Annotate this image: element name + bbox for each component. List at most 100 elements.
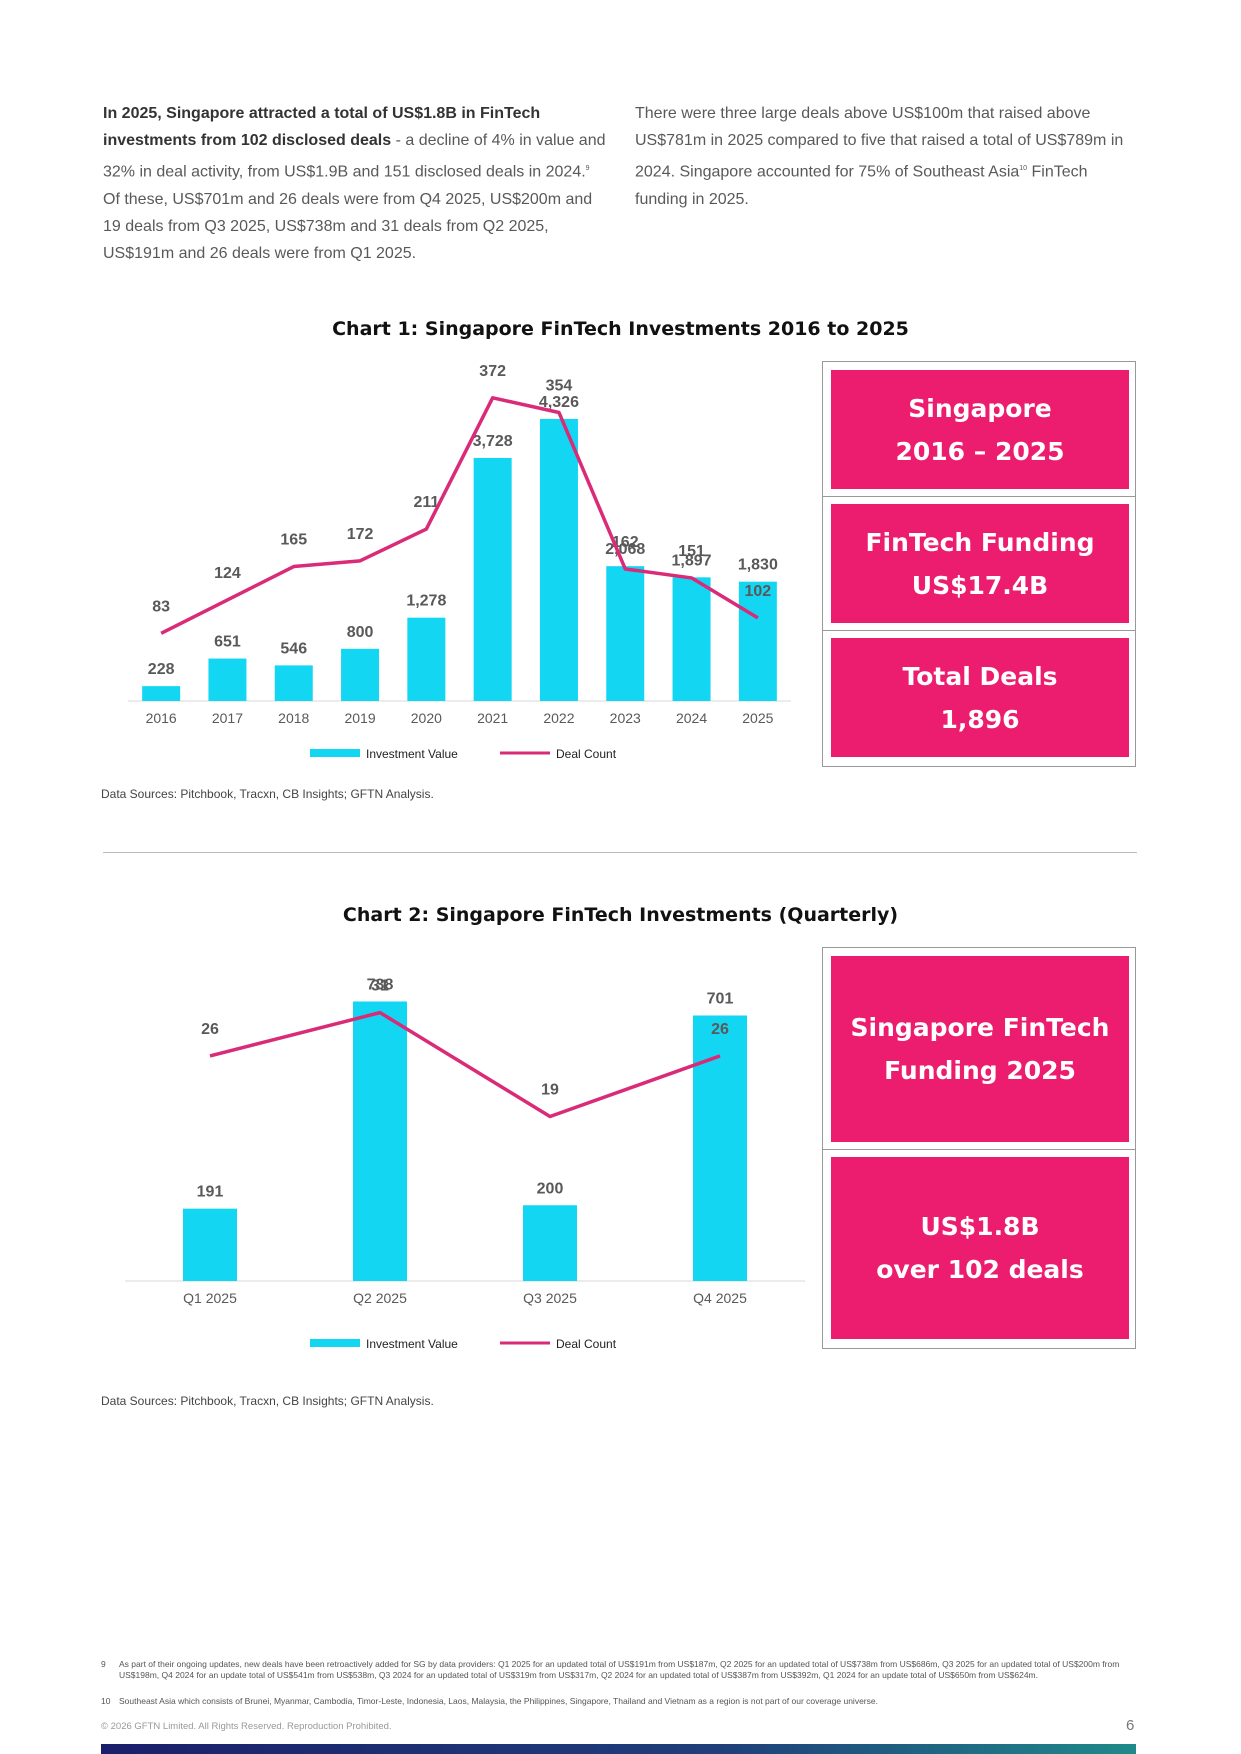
separator <box>823 1149 1135 1150</box>
intro-text: FinTech funding in 2025. <box>635 163 1088 208</box>
copyright: © 2026 GFTN Limited. All Rights Reserved… <box>101 1721 392 1732</box>
summary-line: 1,896 <box>940 704 1020 734</box>
data-label: 800 <box>347 624 374 641</box>
footnote-ref: 10 <box>1019 164 1028 172</box>
bar <box>738 581 777 701</box>
intro-left: In 2025, Singapore attracted a total of … <box>103 100 608 268</box>
data-label: 211 <box>413 494 439 511</box>
summary-line: over 102 deals <box>876 1255 1084 1284</box>
footnote: 9 As part of their ongoing updates, new d… <box>101 1659 1139 1680</box>
footnote-text: As part of their ongoing updates, new de… <box>119 1659 1120 1680</box>
data-label: 191 <box>197 1184 224 1201</box>
data-label: 200 <box>537 1180 564 1197</box>
data-label: 3,728 <box>473 433 513 450</box>
summary-line: FinTech Funding <box>865 527 1095 557</box>
data-label: 26 <box>201 1021 219 1038</box>
legend-swatch <box>310 1339 360 1347</box>
data-label: 172 <box>347 526 374 543</box>
summary-line: Total Deals <box>902 661 1058 691</box>
intro-bold: In 2025, Singapore attracted a total of … <box>103 105 541 150</box>
data-label: 738 <box>367 976 394 993</box>
data-label: 83 <box>152 598 170 615</box>
x-tick-label: Q1 2025 <box>183 1290 237 1306</box>
chart: Q1 2025 Q2 2025 Q3 2025 Q4 2025 191 738 200 701… <box>125 976 805 1351</box>
x-tick-label: 2023 <box>610 710 641 726</box>
page-number: 6 <box>1126 1717 1135 1734</box>
summary-line: Funding 2025 <box>884 1056 1076 1085</box>
summary-line: US$1.8B <box>920 1212 1040 1241</box>
summary-box: Singapore FinTech Funding 2025 <box>831 956 1129 1142</box>
x-tick-label: 2020 <box>411 710 442 726</box>
intro-text: - a decline of 4% in value and 32% in de… <box>103 132 606 181</box>
data-label: 19 <box>541 1082 559 1099</box>
intro-right: There were three large deals above US$10… <box>635 100 1140 213</box>
summary-line: 2016 – 2025 <box>895 436 1065 466</box>
separator <box>823 496 1135 497</box>
x-tick-label: 2018 <box>278 710 309 726</box>
data-label: 31 <box>371 978 389 995</box>
legend-swatch <box>310 749 360 757</box>
bar <box>183 1208 237 1281</box>
legend-label: Investment Value <box>366 747 458 761</box>
data-source: Data Sources: Pitchbook, Tracxn, CB Insi… <box>101 787 434 801</box>
x-tick-label: Q3 2025 <box>523 1290 577 1306</box>
line <box>160 396 759 635</box>
data-label: 228 <box>148 661 175 678</box>
chart-title: Chart 2: Singapore FinTech Investments (… <box>342 904 899 926</box>
data-label: 354 <box>546 377 573 394</box>
footnote: 10 Southeast Asia which consists of Brune… <box>101 1696 1139 1707</box>
data-label: 165 <box>280 532 307 549</box>
data-label: 1,830 <box>738 557 778 574</box>
x-tick-label: Q2 2025 <box>353 1290 407 1306</box>
footnote-number: 9 <box>101 1659 106 1669</box>
summary-box: Singapore 2016 – 2025 <box>831 370 1129 489</box>
summary-line: Singapore <box>908 393 1052 423</box>
bar <box>341 648 380 701</box>
footnote-text: Southeast Asia which consists of Brunei,… <box>119 1696 878 1706</box>
bar <box>693 1015 747 1281</box>
bar <box>523 1205 577 1281</box>
bar <box>208 658 247 701</box>
summary-box: FinTech Funding US$17.4B <box>831 504 1129 623</box>
bar <box>473 457 512 701</box>
bar <box>142 686 181 701</box>
data-label: 546 <box>280 640 307 657</box>
summary-line: US$17.4B <box>911 570 1049 600</box>
data-source: Data Sources: Pitchbook, Tracxn, CB Insi… <box>101 1394 434 1408</box>
x-tick-label: 2021 <box>477 710 508 726</box>
summary-box: US$1.8B over 102 deals <box>831 1157 1129 1339</box>
x-tick-label: 2016 <box>146 710 177 726</box>
data-label: 162 <box>612 534 639 551</box>
bar <box>274 665 313 701</box>
data-label: 1,278 <box>406 593 446 610</box>
bar <box>353 1001 407 1281</box>
intro-text: Of these, US$701m and 26 deals were from… <box>103 190 593 263</box>
bar <box>606 566 645 701</box>
x-tick-label: 2024 <box>676 710 707 726</box>
data-label: 1,897 <box>672 552 712 569</box>
x-tick-label: 2017 <box>212 710 243 726</box>
x-tick-label: Q4 2025 <box>693 1290 747 1306</box>
intro-text: There were three large deals above US$10… <box>635 105 1124 181</box>
divider <box>103 852 1137 853</box>
x-tick-label: 2019 <box>344 710 375 726</box>
x-tick-label: 2025 <box>742 710 773 726</box>
footnote-number: 10 <box>101 1696 111 1706</box>
chart: 2016 2017 2018 2019 2020 2021 2022 2023 2024 2025… <box>128 363 791 761</box>
footnote-ref: 9 <box>585 164 590 172</box>
data-label: 102 <box>744 583 771 600</box>
summary-panel: Singapore FinTech Funding 2025 US$1.8B ove… <box>822 947 1136 1349</box>
legend-label: Deal Count <box>556 747 617 761</box>
bar <box>407 617 446 701</box>
data-label: 124 <box>214 565 241 582</box>
data-label: 701 <box>707 990 734 1007</box>
summary-panel: Singapore 2016 – 2025 FinTech Funding US$1… <box>822 361 1136 767</box>
summary-line: Singapore FinTech <box>850 1013 1110 1042</box>
bar <box>539 418 578 701</box>
data-label: 372 <box>479 363 506 380</box>
data-label: 4,326 <box>539 394 579 411</box>
bar <box>672 577 711 701</box>
data-label: 151 <box>678 543 705 560</box>
legend-label: Deal Count <box>556 1337 617 1351</box>
